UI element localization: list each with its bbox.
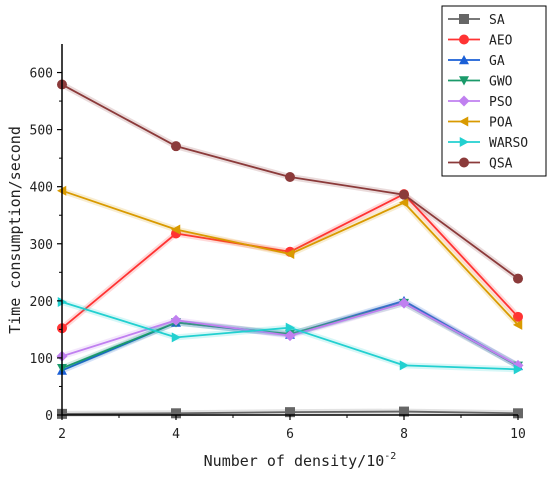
- series-qsa-point: [171, 141, 181, 152]
- legend-marker: [459, 14, 469, 24]
- series-warso-point: [171, 332, 181, 343]
- series-qsa: [57, 79, 523, 284]
- legend-marker: [459, 55, 469, 65]
- legend-item-ga: GA: [448, 54, 505, 69]
- legend-label: AEO: [489, 34, 513, 49]
- y-tick-label: 100: [30, 352, 53, 367]
- legend-label: PSO: [489, 95, 513, 110]
- y-tick-label: 600: [30, 67, 53, 82]
- series-sa-point: [399, 406, 409, 417]
- legend-marker: [459, 76, 469, 86]
- legend-item-poa: POA: [448, 116, 513, 131]
- y-tick-label: 200: [30, 295, 53, 310]
- series-warso-point: [513, 364, 523, 375]
- x-tick-label: 2: [58, 427, 66, 442]
- legend-label: WARSO: [489, 136, 528, 151]
- legend-marker: [458, 95, 470, 107]
- y-tick-label: 500: [30, 124, 53, 139]
- legend-label: GA: [489, 54, 505, 69]
- series-poa-point: [399, 197, 409, 208]
- series-warso: [57, 296, 523, 375]
- x-tick-label: 4: [172, 427, 180, 442]
- x-axis-title: Number of density/10-2: [204, 451, 397, 470]
- y-tick-label: 400: [30, 181, 53, 196]
- series-poa-point: [171, 224, 181, 235]
- legend-item-sa: SA: [448, 13, 505, 28]
- y-axis-title: Time consumption/second: [6, 126, 24, 334]
- legend-box: [441, 5, 547, 177]
- x-tick-label: 8: [400, 427, 408, 442]
- legend-marker: [459, 157, 469, 168]
- series-pso: [56, 297, 524, 371]
- y-tick-label: 300: [30, 238, 53, 253]
- legend-label: POA: [489, 116, 513, 131]
- legend-item-gwo: GWO: [448, 75, 513, 90]
- x-tick-label: 10: [510, 427, 526, 442]
- series-qsa-point: [399, 189, 409, 200]
- series-sa-point: [285, 407, 295, 418]
- legend: SA AEO GA GWO PSO POA WARSO QSA: [441, 5, 547, 177]
- x-tick-label: 6: [286, 427, 294, 442]
- series-pso-point: [170, 314, 182, 326]
- legend-item-pso: PSO: [448, 95, 513, 110]
- series-qsa-point: [513, 273, 523, 284]
- legend-marker: [459, 137, 469, 147]
- series-poa-shadow: [61, 187, 521, 327]
- legend-label: QSA: [489, 157, 513, 172]
- series-poa-point: [513, 319, 523, 330]
- legend-marker: [459, 116, 469, 127]
- legend-label: SA: [489, 13, 505, 28]
- series-poa: [57, 185, 523, 330]
- series-qsa-point: [285, 171, 295, 182]
- y-tick-label: 0: [45, 409, 53, 424]
- series-aeo-point: [513, 311, 523, 322]
- series-warso-point: [285, 322, 295, 333]
- series-warso-point: [399, 360, 409, 371]
- series-sa-point: [513, 408, 523, 419]
- series-poa-point: [285, 249, 295, 260]
- legend-item-qsa: QSA: [448, 157, 513, 172]
- series-pso-point: [284, 330, 296, 342]
- x-axis-title-superscript: -2: [384, 451, 396, 462]
- series-sa-point: [171, 408, 181, 419]
- legend-label: GWO: [489, 75, 513, 90]
- series-pso-point: [398, 297, 410, 309]
- legend-marker: [459, 34, 469, 45]
- legend-item-warso: WARSO: [448, 136, 528, 151]
- legend-item-aeo: AEO: [448, 34, 513, 49]
